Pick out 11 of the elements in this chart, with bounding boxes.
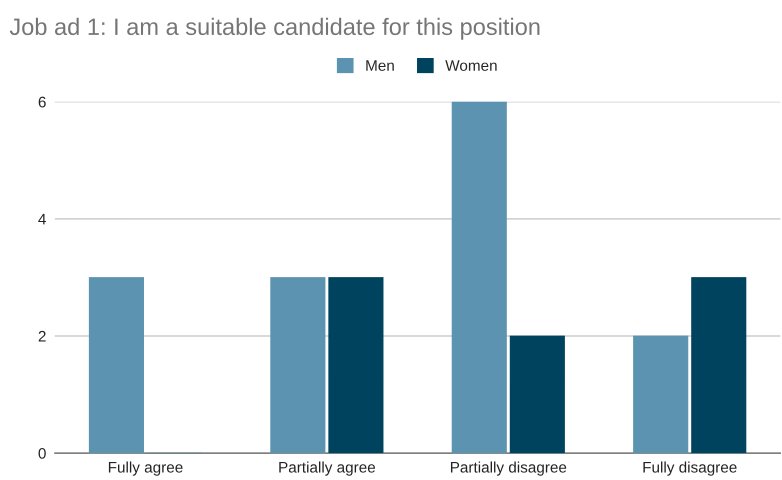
y-tick-label: 2 bbox=[38, 330, 46, 342]
chart-title: Job ad 1: I am a suitable candidate for this position bbox=[10, 18, 540, 40]
y-tick-label: 6 bbox=[38, 96, 46, 108]
x-tick-label: Fully agree bbox=[108, 461, 183, 476]
legend-label: Men bbox=[366, 60, 394, 71]
y-tick-label: 4 bbox=[38, 214, 46, 224]
x-tick-label: Fully disagree bbox=[643, 461, 737, 476]
x-tick-label: Partially disagree bbox=[450, 461, 566, 476]
y-tick-label: 0 bbox=[38, 448, 46, 459]
x-tick-label: Partially agree bbox=[279, 461, 376, 476]
legend-label: Women bbox=[445, 60, 497, 71]
